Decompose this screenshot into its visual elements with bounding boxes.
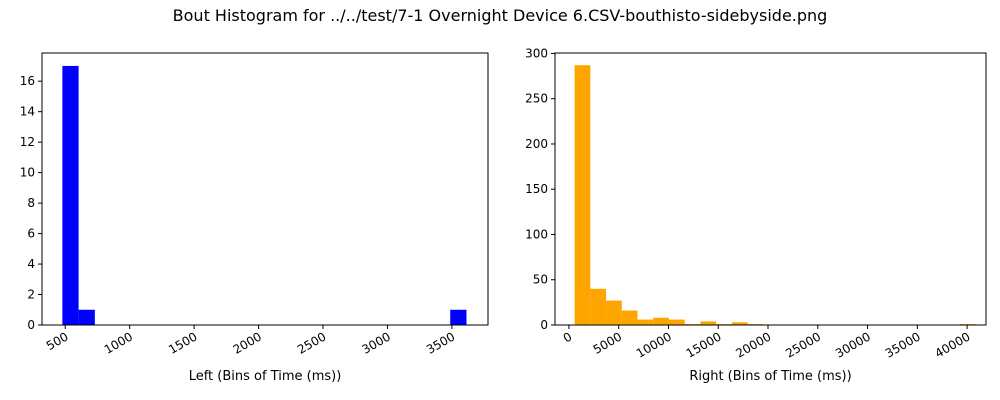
right-x-tick-label: 25000 xyxy=(783,329,823,360)
right-y-tick-label: 50 xyxy=(533,273,548,287)
right-x-tick-label: 35000 xyxy=(883,329,923,360)
left-x-tick-label: 3500 xyxy=(424,329,457,356)
right-y-tick-label: 100 xyxy=(525,227,548,241)
left-x-axis-label: Left (Bins of Time (ms)) xyxy=(189,369,342,384)
left-axes-frame xyxy=(41,52,489,326)
right-x-tick-label: 15000 xyxy=(684,329,724,360)
left-histogram-bar xyxy=(62,65,79,325)
right-histogram: 0 50 100 150 200 250 300 0 5000 10000 15000 20000 25… xyxy=(525,46,987,384)
left-y-tick-label: 14 xyxy=(20,105,35,119)
left-y-tick-label: 12 xyxy=(20,135,35,149)
right-histogram-bar xyxy=(653,317,669,325)
right-histogram-bar xyxy=(621,310,638,325)
right-y-tick-label: 200 xyxy=(525,137,548,151)
right-histogram-bar xyxy=(700,321,717,325)
left-y-tick-label: 10 xyxy=(20,166,35,180)
right-histogram-bar xyxy=(731,322,748,325)
left-y-tick-label: 8 xyxy=(27,196,35,210)
left-x-tick-label: 1500 xyxy=(166,329,199,356)
figure-title: Bout Histogram for ../../test/7-1 Overni… xyxy=(172,6,828,25)
right-y-tick-label: 250 xyxy=(525,92,548,106)
left-y-tick-label: 0 xyxy=(27,318,35,332)
left-x-tick-label: 2000 xyxy=(231,329,264,356)
left-y-tick-label: 4 xyxy=(27,257,35,271)
right-x-axis-label: Right (Bins of Time (ms)) xyxy=(689,369,851,384)
left-histogram: 0 2 4 6 8 10 12 14 16 500 1000 1500 2000 2500 3000 3500… xyxy=(20,52,489,384)
right-y-tick-label: 150 xyxy=(525,182,548,196)
right-histogram-bar xyxy=(590,288,607,325)
right-axes-frame xyxy=(554,52,987,326)
right-y-tick-label: 0 xyxy=(540,318,548,332)
right-histogram-bar xyxy=(606,300,622,325)
left-x-tick-label: 3000 xyxy=(360,329,393,356)
left-y-tick-label: 2 xyxy=(27,288,35,302)
left-y-tick-label: 6 xyxy=(27,227,35,241)
right-x-tick-label: 20000 xyxy=(733,329,773,360)
right-x-tick-label: 5000 xyxy=(591,329,624,356)
right-histogram-bar xyxy=(574,65,591,325)
left-y-tick-label: 16 xyxy=(20,74,35,88)
right-x-tick-label: 10000 xyxy=(634,329,674,360)
left-histogram-bar xyxy=(78,309,95,325)
left-x-tick-label: 500 xyxy=(44,329,71,353)
left-histogram-bar xyxy=(450,309,467,325)
left-x-tick-label: 1000 xyxy=(102,329,135,356)
right-x-tick-label: 40000 xyxy=(933,329,973,360)
right-histogram-bar xyxy=(668,319,685,325)
right-x-tick-label: 0 xyxy=(561,329,575,345)
right-x-tick-label: 30000 xyxy=(833,329,873,360)
right-histogram-bar xyxy=(637,319,654,325)
right-y-tick-label: 300 xyxy=(525,46,548,60)
left-x-tick-label: 2500 xyxy=(295,329,328,356)
